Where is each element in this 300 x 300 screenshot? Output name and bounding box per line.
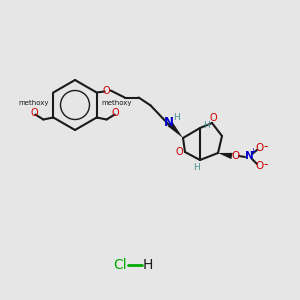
Text: O: O [232,151,240,161]
Text: Cl: Cl [113,258,127,272]
Text: H: H [204,121,210,130]
Text: O: O [175,147,183,157]
Text: H: H [172,112,179,122]
Text: O: O [112,107,119,118]
Text: N: N [244,151,253,161]
Text: methoxy: methoxy [101,100,132,106]
Text: O: O [256,161,264,171]
Text: O: O [31,107,38,118]
Text: -: - [264,140,268,154]
Text: H: H [194,163,200,172]
Text: -: - [264,158,268,172]
Text: O: O [103,85,110,95]
Text: N: N [164,116,174,128]
Polygon shape [168,122,183,138]
Text: O: O [256,143,264,153]
Text: methoxy: methoxy [18,100,49,106]
Text: O: O [209,113,217,123]
Polygon shape [218,153,233,159]
Text: H: H [143,258,153,272]
Text: +: + [250,148,256,157]
